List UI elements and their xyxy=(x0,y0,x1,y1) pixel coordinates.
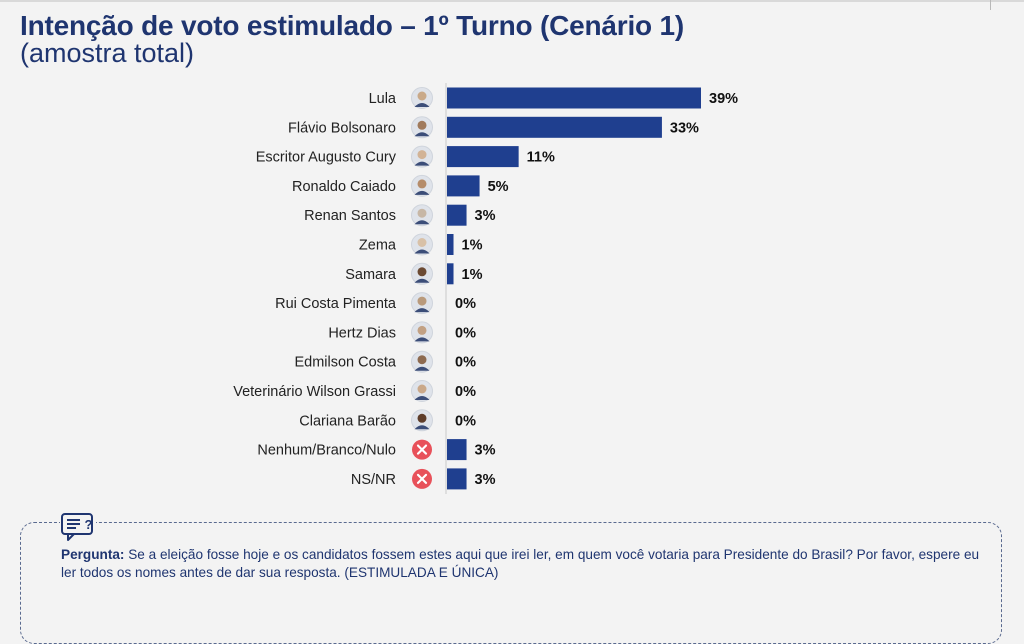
avatar-shoulders xyxy=(414,337,430,342)
value-label: 11% xyxy=(527,150,555,166)
avatar-shoulders xyxy=(414,308,430,313)
category-label: Flávio Bolsonaro xyxy=(288,120,396,136)
avatar-shoulders xyxy=(414,132,430,137)
bar xyxy=(447,204,467,226)
avatar-head xyxy=(417,179,427,189)
avatar-shoulders xyxy=(414,278,430,283)
category-label: Nenhum/Branco/Nulo xyxy=(257,443,396,459)
close-x-mark xyxy=(416,444,428,455)
value-label: 3% xyxy=(475,208,496,224)
bar xyxy=(447,146,519,168)
bar xyxy=(447,175,480,197)
top-rule xyxy=(0,0,1024,2)
avatar-head xyxy=(417,413,427,423)
avatar-head xyxy=(417,150,427,160)
category-label: Edmilson Costa xyxy=(294,355,396,371)
avatar-shoulders xyxy=(414,161,430,166)
svg-text:?: ? xyxy=(85,517,93,532)
speech-bubble-icon: ? xyxy=(60,512,96,542)
value-label: 39% xyxy=(709,91,738,107)
bar xyxy=(447,116,662,138)
avatar-shoulders xyxy=(414,103,430,107)
bar xyxy=(447,439,467,461)
bar xyxy=(447,263,454,285)
corner-divider xyxy=(990,0,991,10)
category-label: Veterinário Wilson Grassi xyxy=(233,384,396,400)
avatar-head xyxy=(417,296,427,306)
avatar-shoulders xyxy=(414,190,430,195)
page-subtitle: (amostra total) xyxy=(20,38,195,68)
page-title: Intenção de voto estimulado – 1º Turno (… xyxy=(20,10,685,41)
value-label: 0% xyxy=(455,413,476,429)
category-label: Rui Costa Pimenta xyxy=(275,296,397,312)
question-body: Se a eleição fosse hoje e os candidatos … xyxy=(61,547,980,580)
value-label: 1% xyxy=(462,238,483,254)
avatar-shoulders xyxy=(414,249,430,254)
avatar-head xyxy=(417,325,427,335)
value-label: 3% xyxy=(475,443,496,459)
bar-chart: Lula 39% Flávio Bolsonaro 33% Escritor Augus… xyxy=(233,83,738,494)
category-label: Lula xyxy=(369,91,397,107)
value-label: 0% xyxy=(455,296,476,312)
question-box xyxy=(20,522,1002,644)
category-label: Zema xyxy=(359,238,397,254)
avatar-head xyxy=(417,208,427,218)
avatar-head xyxy=(417,238,427,247)
category-label: Samara xyxy=(345,267,397,283)
value-label: 33% xyxy=(670,120,699,136)
avatar-head xyxy=(417,384,427,394)
bar xyxy=(447,87,701,109)
value-label: 5% xyxy=(488,179,509,195)
avatar-head xyxy=(417,355,427,365)
category-label: Renan Santos xyxy=(304,208,396,224)
close-x-mark xyxy=(416,473,428,484)
category-label: NS/NR xyxy=(351,472,396,488)
question-text: Pergunta: Se a eleição fosse hoje e os c… xyxy=(61,546,996,582)
bar xyxy=(447,234,454,255)
category-label: Ronaldo Caiado xyxy=(292,179,396,195)
value-label: 0% xyxy=(455,355,476,371)
category-label: Escritor Augusto Cury xyxy=(256,150,397,166)
value-label: 0% xyxy=(455,384,476,400)
question-label: Pergunta: xyxy=(61,547,125,562)
category-label: Clariana Barão xyxy=(299,413,396,429)
avatar-shoulders xyxy=(414,396,430,400)
avatar-head xyxy=(417,91,427,101)
category-label: Hertz Dias xyxy=(328,325,396,341)
avatar-head xyxy=(417,267,427,277)
avatar-head xyxy=(417,120,427,130)
value-label: 1% xyxy=(462,267,483,283)
value-label: 0% xyxy=(455,325,476,341)
avatar-shoulders xyxy=(414,366,430,371)
avatar-shoulders xyxy=(414,220,430,225)
value-label: 3% xyxy=(475,472,496,488)
avatar-shoulders xyxy=(414,425,430,430)
bar xyxy=(447,468,467,490)
